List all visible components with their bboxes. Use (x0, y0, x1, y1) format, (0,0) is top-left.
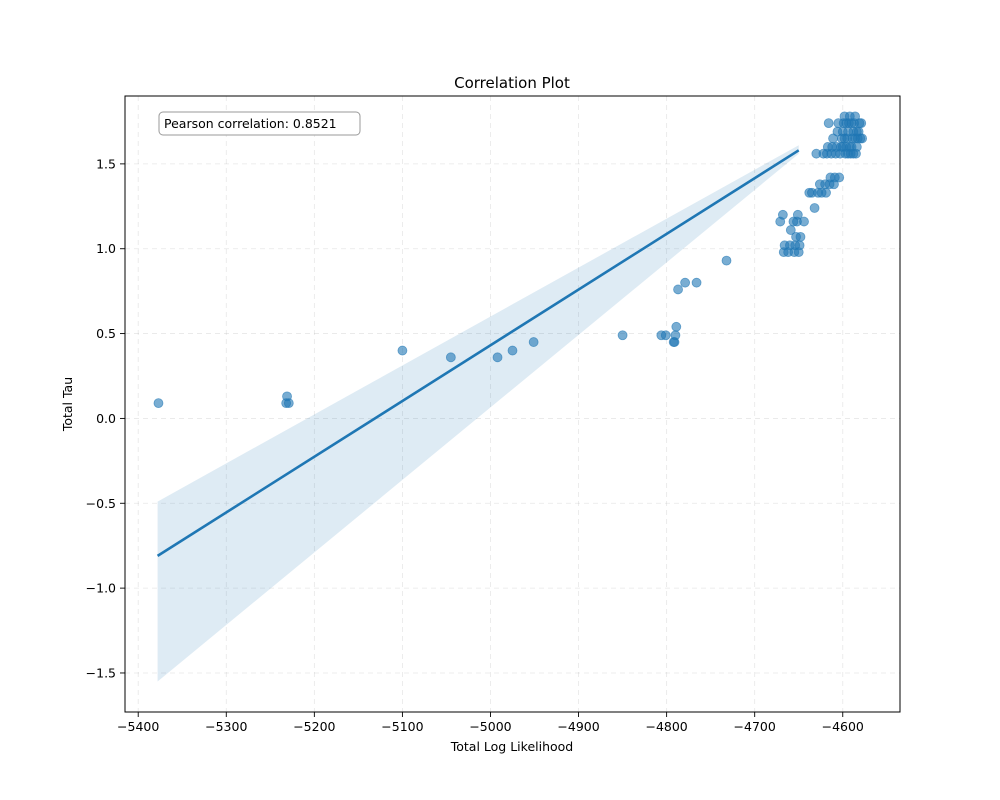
correlation-annotation: Pearson correlation: 0.8521 (158, 111, 361, 136)
data-point (834, 172, 845, 183)
regression-line (156, 149, 800, 557)
data-point (691, 277, 702, 288)
data-point (795, 231, 806, 242)
x-tick-label: −5400 (117, 719, 159, 734)
regression-line-group (156, 149, 800, 557)
chart-title: Correlation Plot (454, 74, 570, 92)
y-tick-label: −1.5 (86, 665, 116, 680)
x-axis-ticks: −5400 −5300 −5200 −5100 −5000 −4900 −4800 −4700… (117, 712, 864, 734)
data-point (507, 345, 518, 356)
grid-lines (125, 96, 900, 712)
data-point (846, 118, 857, 129)
data-point (799, 216, 809, 227)
data-point (821, 187, 831, 198)
y-tick-label: 0.5 (96, 326, 116, 341)
x-tick-label: −5300 (205, 719, 247, 734)
data-point (492, 352, 503, 363)
x-tick-label: −5200 (293, 719, 335, 734)
y-tick-label: −0.5 (86, 496, 116, 511)
y-tick-label: 1.0 (96, 241, 116, 256)
y-tick-label: 0.0 (96, 411, 116, 426)
x-tick-label: −4700 (734, 719, 776, 734)
data-point (823, 118, 834, 129)
x-tick-label: −5000 (469, 719, 511, 734)
confidence-band-area (157, 145, 799, 682)
data-point (660, 330, 671, 341)
data-point (617, 330, 628, 341)
data-point (397, 345, 408, 356)
data-point (283, 398, 294, 409)
y-axis-label: Total Tau (60, 377, 75, 432)
annotation-text: Pearson correlation: 0.8521 (164, 116, 337, 131)
y-axis-ticks: −1.5 −1.0 −0.5 0.0 0.5 1.0 1.5 (86, 156, 125, 680)
y-tick-label: 1.5 (96, 156, 116, 171)
data-point (528, 337, 539, 347)
x-axis-label: Total Log Likelihood (450, 739, 574, 754)
data-point (680, 277, 691, 288)
scatter-points (153, 111, 868, 409)
data-point (153, 398, 164, 409)
data-point (856, 118, 867, 129)
x-tick-label: −5100 (381, 719, 423, 734)
y-tick-label: −1.0 (86, 581, 116, 596)
data-point (670, 330, 681, 341)
x-tick-label: −4800 (645, 719, 687, 734)
data-point (792, 209, 803, 220)
data-point (721, 255, 732, 266)
x-tick-label: −4900 (557, 719, 599, 734)
data-point (851, 126, 862, 137)
annotation-box (158, 111, 361, 136)
confidence-band (157, 145, 799, 682)
data-point (839, 133, 850, 144)
x-tick-label: −4600 (822, 719, 864, 734)
data-point (848, 148, 859, 159)
data-point (673, 284, 683, 295)
plot-frame (124, 95, 901, 713)
data-point (809, 203, 820, 213)
data-point (445, 352, 456, 363)
data-point (777, 209, 788, 220)
data-point (671, 321, 682, 332)
data-point (794, 240, 805, 251)
